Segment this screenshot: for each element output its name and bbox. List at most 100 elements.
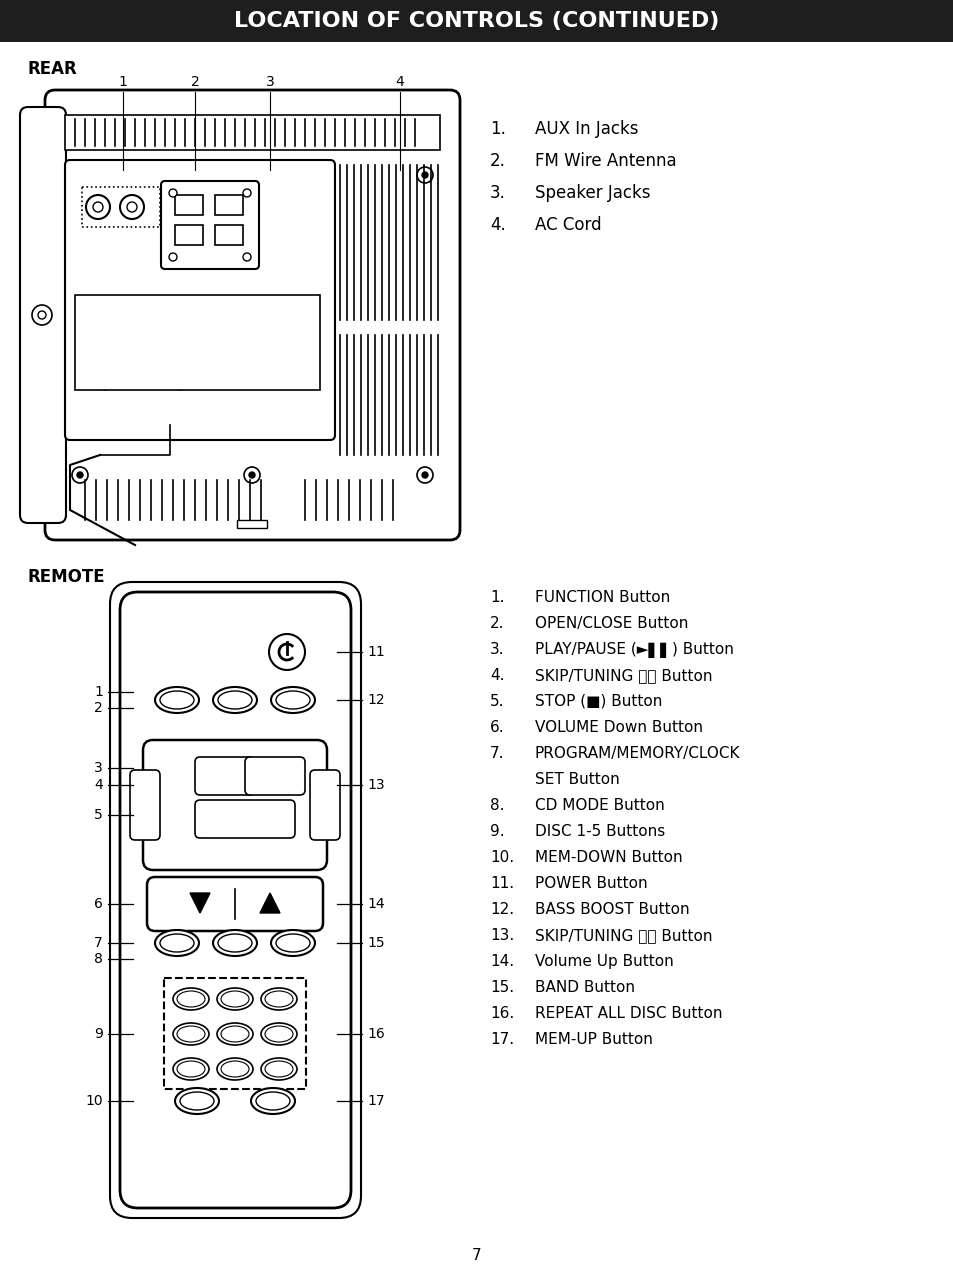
Text: 12: 12 xyxy=(367,693,384,707)
Ellipse shape xyxy=(160,934,193,951)
Ellipse shape xyxy=(213,687,256,714)
FancyBboxPatch shape xyxy=(45,90,459,541)
Circle shape xyxy=(32,305,52,326)
Text: POWER Button: POWER Button xyxy=(535,876,647,890)
Text: 2.: 2. xyxy=(490,616,504,631)
Text: 13: 13 xyxy=(367,778,384,792)
Text: Volume Up Button: Volume Up Button xyxy=(535,954,673,969)
Ellipse shape xyxy=(265,991,293,1007)
Text: 17.: 17. xyxy=(490,1032,514,1047)
FancyBboxPatch shape xyxy=(194,757,254,795)
Circle shape xyxy=(174,380,185,391)
FancyBboxPatch shape xyxy=(310,770,339,840)
Circle shape xyxy=(243,190,251,197)
Text: Speaker Jacks: Speaker Jacks xyxy=(535,184,650,202)
Ellipse shape xyxy=(174,1088,219,1114)
Text: STOP (■) Button: STOP (■) Button xyxy=(535,695,661,709)
Circle shape xyxy=(127,202,137,212)
Circle shape xyxy=(71,167,88,183)
Circle shape xyxy=(244,467,260,483)
Bar xyxy=(75,295,319,391)
Text: PLAY/PAUSE (►▌▌) Button: PLAY/PAUSE (►▌▌) Button xyxy=(535,642,733,658)
Text: 1.: 1. xyxy=(490,120,505,137)
Ellipse shape xyxy=(180,1091,213,1110)
Ellipse shape xyxy=(265,1061,293,1077)
Circle shape xyxy=(120,195,144,219)
Circle shape xyxy=(71,467,88,483)
Circle shape xyxy=(416,167,433,183)
Text: 1.: 1. xyxy=(490,590,504,605)
Ellipse shape xyxy=(221,991,249,1007)
Text: 5: 5 xyxy=(94,808,103,822)
Circle shape xyxy=(249,472,254,478)
Ellipse shape xyxy=(275,691,310,709)
Text: BAND Button: BAND Button xyxy=(535,979,635,995)
Text: 15: 15 xyxy=(367,936,384,950)
Ellipse shape xyxy=(221,1061,249,1077)
Ellipse shape xyxy=(216,988,253,1010)
Bar xyxy=(214,195,243,215)
Text: 11: 11 xyxy=(367,645,384,659)
Circle shape xyxy=(38,310,46,319)
Text: REAR: REAR xyxy=(28,60,77,78)
Text: 16: 16 xyxy=(367,1027,384,1040)
Ellipse shape xyxy=(251,1088,294,1114)
Text: AUX In Jacks: AUX In Jacks xyxy=(535,120,638,137)
FancyBboxPatch shape xyxy=(194,800,294,838)
FancyBboxPatch shape xyxy=(164,978,306,1089)
Text: DISC 1-5 Buttons: DISC 1-5 Buttons xyxy=(535,824,664,840)
Ellipse shape xyxy=(216,1058,253,1080)
Text: 13.: 13. xyxy=(490,929,514,943)
Text: 4: 4 xyxy=(94,778,103,792)
FancyBboxPatch shape xyxy=(130,770,160,840)
Text: SKIP/TUNING ⏮⏮ Button: SKIP/TUNING ⏮⏮ Button xyxy=(535,668,712,683)
Circle shape xyxy=(169,253,177,261)
Text: BASS BOOST Button: BASS BOOST Button xyxy=(535,902,689,917)
Ellipse shape xyxy=(213,930,256,957)
Text: 9.: 9. xyxy=(490,824,504,840)
Text: 10: 10 xyxy=(85,1094,103,1108)
Text: 4: 4 xyxy=(395,75,404,89)
Circle shape xyxy=(243,253,251,261)
Circle shape xyxy=(100,380,110,391)
Ellipse shape xyxy=(218,934,252,951)
Circle shape xyxy=(169,190,177,197)
Text: 4.: 4. xyxy=(490,668,504,683)
Ellipse shape xyxy=(177,991,205,1007)
Text: 15.: 15. xyxy=(490,979,514,995)
Circle shape xyxy=(421,172,428,178)
Text: OPEN/CLOSE Button: OPEN/CLOSE Button xyxy=(535,616,688,631)
Text: REPEAT ALL DISC Button: REPEAT ALL DISC Button xyxy=(535,1006,721,1021)
Circle shape xyxy=(92,202,103,212)
Polygon shape xyxy=(260,893,280,913)
Text: 3: 3 xyxy=(94,761,103,775)
Text: 14: 14 xyxy=(367,897,384,911)
Text: 2: 2 xyxy=(191,75,199,89)
Circle shape xyxy=(77,472,83,478)
Text: 7.: 7. xyxy=(490,745,504,761)
Text: 16.: 16. xyxy=(490,1006,514,1021)
Text: LOCATION OF CONTROLS (CONTINUED): LOCATION OF CONTROLS (CONTINUED) xyxy=(234,11,719,31)
Bar xyxy=(236,520,267,528)
Circle shape xyxy=(421,472,428,478)
Text: 4.: 4. xyxy=(490,216,505,234)
Text: AC Cord: AC Cord xyxy=(535,216,601,234)
Text: MEM-UP Button: MEM-UP Button xyxy=(535,1032,652,1047)
Text: 8: 8 xyxy=(94,951,103,965)
Circle shape xyxy=(269,633,305,670)
FancyBboxPatch shape xyxy=(143,740,327,870)
Ellipse shape xyxy=(160,691,193,709)
Text: 6: 6 xyxy=(94,897,103,911)
Ellipse shape xyxy=(154,687,199,714)
Bar xyxy=(214,225,243,245)
Ellipse shape xyxy=(221,1027,249,1042)
Ellipse shape xyxy=(265,1027,293,1042)
Text: FM Wire Antenna: FM Wire Antenna xyxy=(535,151,676,170)
Text: 7: 7 xyxy=(472,1248,481,1263)
Text: 2: 2 xyxy=(94,701,103,715)
Text: 17: 17 xyxy=(367,1094,384,1108)
FancyBboxPatch shape xyxy=(65,160,335,440)
Text: FUNCTION Button: FUNCTION Button xyxy=(535,590,670,605)
Ellipse shape xyxy=(218,691,252,709)
FancyBboxPatch shape xyxy=(82,187,160,226)
